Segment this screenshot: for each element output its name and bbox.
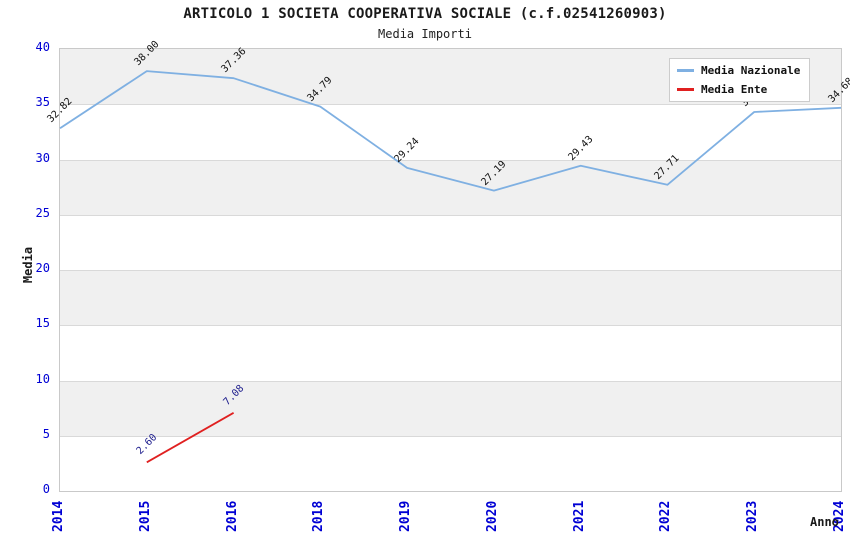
- legend: Media Nazionale Media Ente: [669, 58, 810, 102]
- plot-band: [60, 214, 841, 270]
- x-axis-title: Anno: [810, 515, 839, 529]
- point-value-label: 27.19: [479, 158, 509, 188]
- y-tick-label: 40: [35, 40, 50, 54]
- plot-band: [60, 270, 841, 326]
- y-tick-label: 30: [35, 150, 50, 165]
- legend-entry: Media Ente: [670, 82, 809, 98]
- y-tick-label: 15: [35, 316, 50, 331]
- plot-band: [60, 325, 841, 381]
- plot-band: [60, 380, 841, 436]
- plot-band: [60, 159, 841, 215]
- x-tick-label: 2022: [658, 500, 674, 532]
- x-tick-label: 2020: [484, 500, 500, 532]
- plot-bands: [60, 49, 841, 491]
- y-tick-label: 25: [35, 205, 50, 220]
- chart-subtitle: Media Importi: [378, 27, 472, 41]
- gridline: [60, 381, 841, 382]
- legend-label: Media Nazionale: [701, 64, 801, 77]
- series-line: [146, 412, 235, 464]
- chart-title: ARTICOLO 1 SOCIETA COOPERATIVA SOCIALE (…: [183, 6, 667, 22]
- gridline: [60, 160, 841, 161]
- x-tick-label: 2023: [745, 500, 761, 532]
- x-tick-label: 2016: [224, 500, 240, 532]
- y-tick-label: 5: [42, 426, 50, 441]
- legend-entry: Media Nazionale: [670, 63, 809, 79]
- point-value-label: 7.08: [221, 382, 246, 408]
- gridline: [60, 436, 841, 437]
- point-labels: 32.82 38.00 37.36 34.79 29.24 27.19 29.43 27.71…: [45, 39, 850, 491]
- point-value-label: 34.79: [305, 74, 335, 104]
- series-lines: [59, 70, 842, 464]
- y-tick-label: 0: [42, 482, 50, 496]
- legend-label: Media Ente: [701, 83, 768, 96]
- point-value-label: 29.24: [392, 135, 422, 165]
- y-tick-label: 20: [35, 261, 50, 275]
- x-tick-label: 2015: [137, 500, 153, 532]
- legend-line-swatch: [677, 88, 694, 91]
- point-value-label: 29.43: [566, 133, 596, 163]
- legend-line-swatch: [677, 69, 694, 72]
- gridline: [60, 215, 841, 216]
- point-value-label: 27.71: [652, 152, 682, 182]
- x-tick-label: 2021: [571, 500, 587, 532]
- gridline: [60, 270, 841, 271]
- x-tick-label: 2014: [51, 500, 66, 532]
- x-tick-label: 2019: [398, 500, 414, 532]
- point-value-label: 37.36: [219, 46, 249, 76]
- y-tick-label: 10: [35, 371, 50, 386]
- plot-band: [60, 435, 841, 491]
- plot-area: 32.82 38.00 37.36 34.79 29.24 27.19 29.43 27.71…: [45, 39, 850, 492]
- plot-band: [60, 104, 841, 160]
- point-value-label: 2.60: [134, 432, 160, 458]
- point-value-label: 38.00: [132, 39, 162, 69]
- gridline: [60, 325, 841, 326]
- gridline: [60, 104, 841, 105]
- x-tick-label: 2018: [311, 500, 327, 532]
- point-value-label: 34.68: [826, 75, 850, 105]
- series-line: [59, 70, 842, 192]
- y-tick-label: 35: [35, 95, 50, 110]
